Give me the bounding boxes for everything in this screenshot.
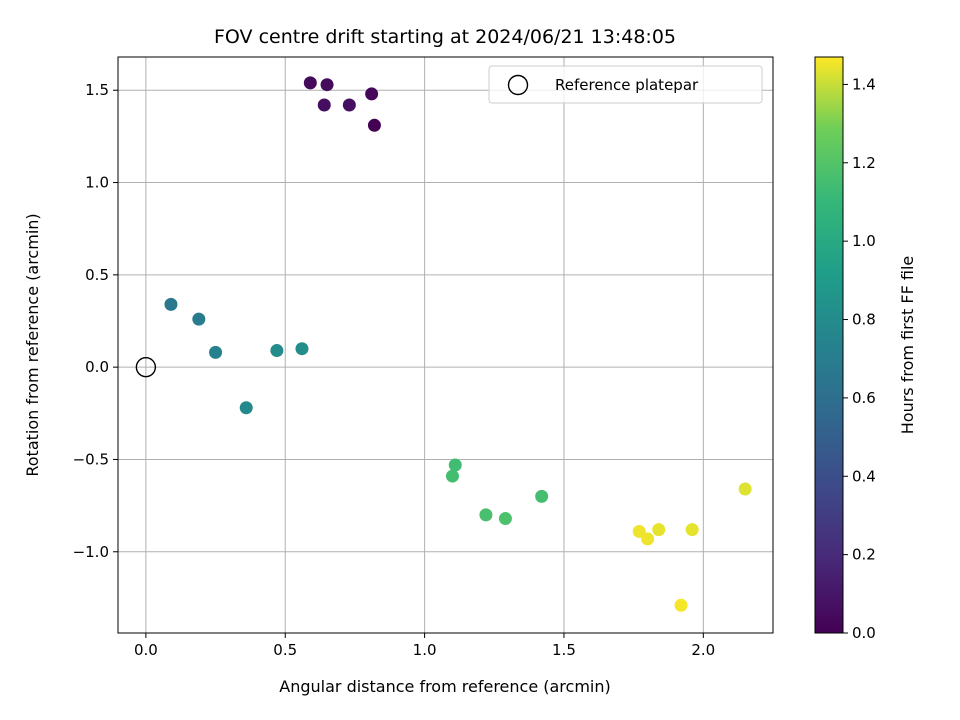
colorbar-ticks: 0.0 0.2 0.4 0.6 0.8 1.0 1.2 1.4 <box>843 75 876 642</box>
colorbar-tick-label: 1.4 <box>852 75 876 93</box>
x-tick-label: 1.5 <box>552 641 576 659</box>
data-point <box>445 469 459 483</box>
colorbar-tick-label: 0.4 <box>852 467 876 485</box>
legend-reference-marker <box>507 74 529 96</box>
y-tick-label: −0.5 <box>73 450 109 468</box>
colorbar-tick-label: 0.2 <box>852 546 876 564</box>
colorbar-tick-label: 0.6 <box>852 389 876 407</box>
data-point <box>641 532 655 546</box>
colorbar: 0.0 0.2 0.4 0.6 0.8 1.0 1.2 1.4 Hours from firs… <box>814 56 917 642</box>
data-point <box>192 312 206 326</box>
data-point <box>652 523 666 537</box>
data-point <box>342 98 356 112</box>
colorbar-tick-label: 1.2 <box>852 154 876 172</box>
y-tick-label: 0.5 <box>85 266 109 284</box>
legend: Reference platepar <box>488 65 763 104</box>
x-axis: 0.0 0.5 1.0 1.5 2.0 <box>134 633 715 659</box>
data-point <box>632 524 646 538</box>
x-axis-title: Angular distance from reference (arcmin) <box>279 677 610 696</box>
y-tick-label: 1.5 <box>85 81 109 99</box>
data-point <box>209 345 223 359</box>
plot-area-frame <box>117 56 774 634</box>
data-points <box>164 76 752 612</box>
data-point <box>367 118 381 132</box>
legend-reference-label: Reference platepar <box>555 76 699 94</box>
data-point <box>303 76 317 90</box>
data-point <box>674 598 688 612</box>
x-tick-label: 2.0 <box>691 641 715 659</box>
x-tick-label: 1.0 <box>413 641 437 659</box>
grid <box>118 57 773 633</box>
data-point <box>479 508 493 522</box>
y-axis-title: Rotation from reference (arcmin) <box>23 213 42 476</box>
data-point <box>498 512 512 526</box>
reference-layer <box>135 356 157 378</box>
data-point <box>239 401 253 415</box>
colorbar-title: Hours from first FF file <box>898 256 917 435</box>
chart-title: FOV centre drift starting at 2024/06/21 … <box>214 26 676 48</box>
data-point <box>535 489 549 503</box>
data-point <box>685 523 699 537</box>
y-tick-label: 0.0 <box>85 358 109 376</box>
y-tick-label: −1.0 <box>73 543 109 561</box>
colorbar-tick-label: 0.0 <box>852 624 876 642</box>
x-tick-label: 0.0 <box>134 641 158 659</box>
colorbar-gradient <box>814 56 844 634</box>
data-point <box>448 458 462 472</box>
colorbar-tick-label: 0.8 <box>852 311 876 329</box>
data-point <box>295 342 309 356</box>
data-point <box>738 482 752 496</box>
data-point <box>320 78 334 92</box>
data-point <box>365 87 379 101</box>
x-tick-label: 0.5 <box>273 641 297 659</box>
data-point <box>270 344 284 358</box>
reference-point-marker <box>135 356 157 378</box>
legend-box <box>488 65 763 104</box>
data-point <box>317 98 331 112</box>
y-axis: −1.0 −0.5 0.0 0.5 1.0 1.5 <box>73 81 118 561</box>
data-point <box>164 297 178 311</box>
y-tick-label: 1.0 <box>85 174 109 192</box>
colorbar-tick-label: 1.0 <box>852 232 876 250</box>
